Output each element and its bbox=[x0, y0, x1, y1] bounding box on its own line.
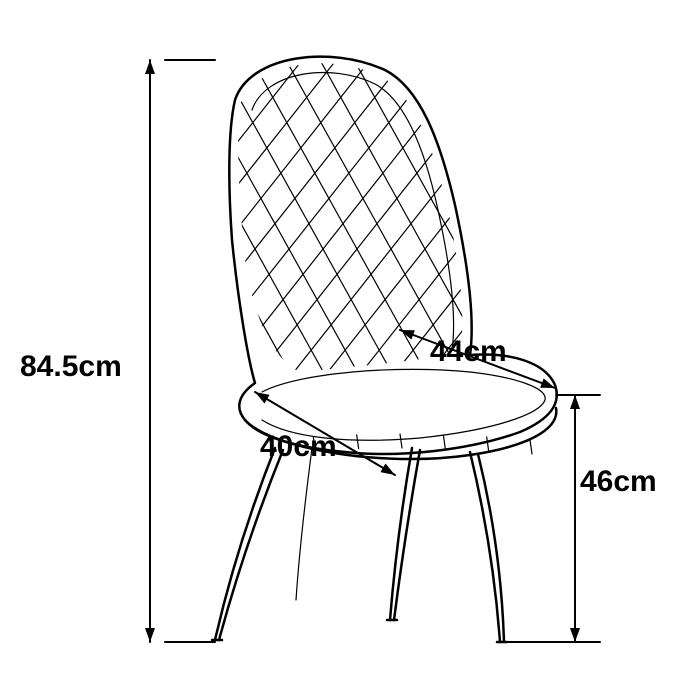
dimension-diagram: 84.5cm 46cm 44cm 40cm bbox=[0, 0, 700, 700]
label-total-height: 84.5cm bbox=[20, 350, 122, 384]
label-seat-height: 46cm bbox=[580, 465, 657, 499]
label-seat-width: 44cm bbox=[430, 335, 507, 369]
label-seat-depth: 40cm bbox=[260, 430, 337, 464]
